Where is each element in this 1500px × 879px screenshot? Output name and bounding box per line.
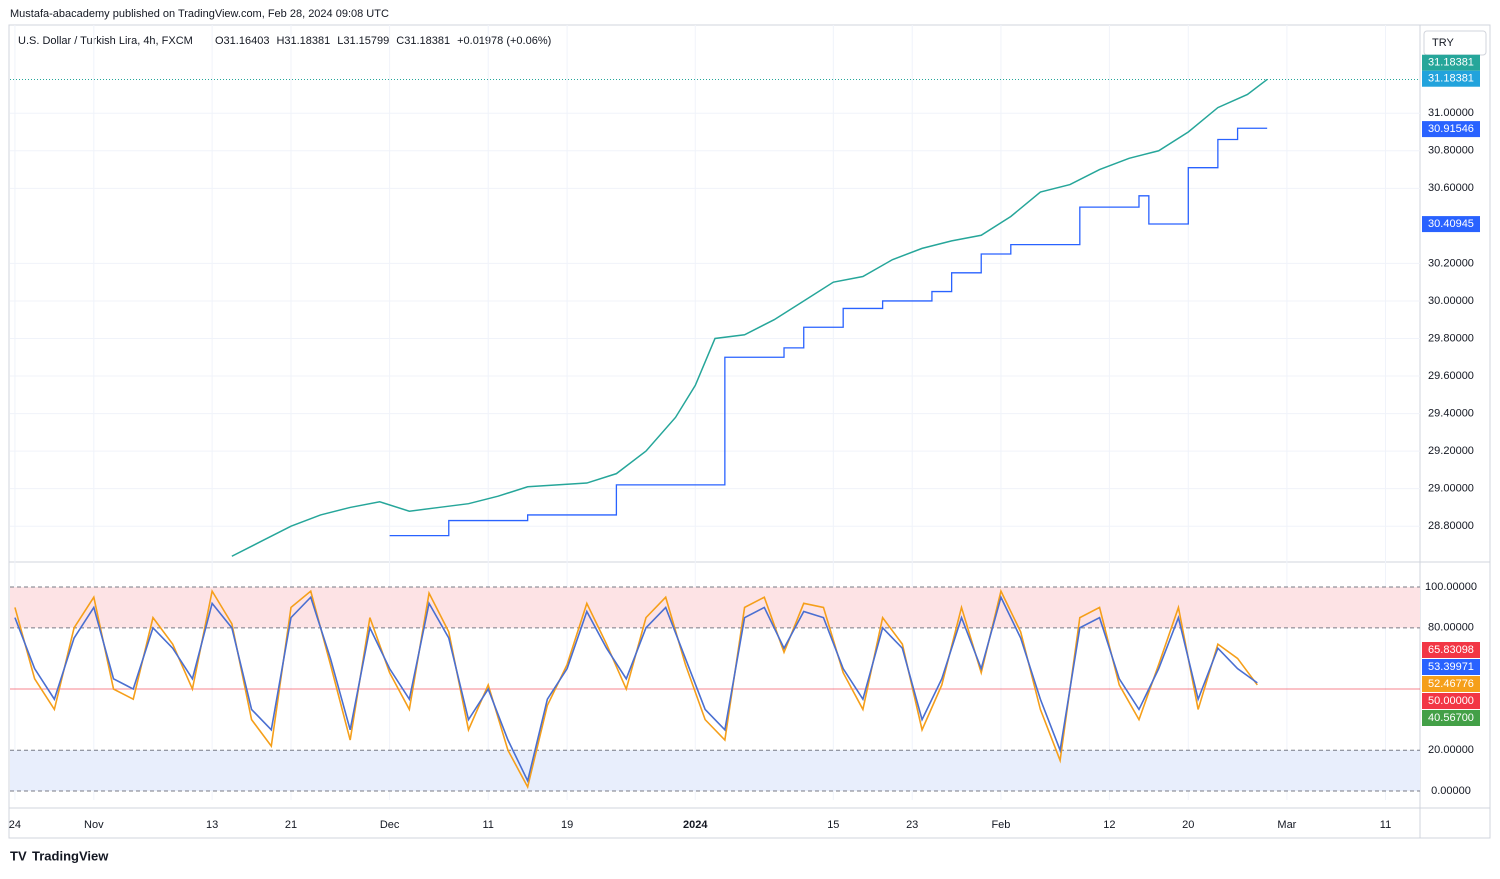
frame	[8, 24, 1491, 839]
y-tick-label: 29.60000	[1428, 370, 1474, 382]
x-tick-label: Mar	[1277, 819, 1296, 831]
x-tick-label: Nov	[84, 819, 104, 831]
y-tick-label: 30.00000	[1428, 295, 1474, 307]
publisher: Mustafa-abacademy published on TradingVi…	[10, 8, 389, 20]
overbought-zone	[10, 587, 1420, 628]
x-tick-label: Dec	[380, 819, 400, 831]
ohlc-value: O31.16403	[215, 35, 269, 47]
ohlc-value: +0.01978 (+0.06%)	[457, 35, 551, 47]
price-badge	[1422, 676, 1480, 692]
y-tick-label: 0.00000	[1431, 785, 1471, 797]
price-badge-label: 52.46776	[1428, 678, 1474, 690]
price-badge	[1422, 710, 1480, 726]
y-tick-label: 100.00000	[1425, 581, 1477, 593]
x-tick-label: 11	[483, 819, 494, 831]
price-badge	[1422, 70, 1480, 87]
price-badge-label: 30.40945	[1428, 218, 1474, 230]
currency[interactable]: TRY	[1432, 37, 1454, 49]
stop-line	[389, 127, 1268, 537]
price-badge-label: 30.91546	[1428, 123, 1474, 135]
x-tick-label: 15	[827, 819, 839, 831]
symbol: U.S. Dollar / Turkish Lira, 4h, FXCM	[18, 35, 193, 47]
y-tick-label: 28.80000	[1428, 520, 1474, 532]
price-badge	[1422, 642, 1480, 658]
y-tick-label: 20.00000	[1428, 744, 1474, 756]
x-tick-label: 13	[206, 819, 218, 831]
ohlc-value: H31.18381	[276, 35, 330, 47]
price-badge-label: 50.00000	[1428, 695, 1474, 707]
oversold-zone	[10, 750, 1420, 792]
x-tick-label: 23	[906, 819, 918, 831]
price-line	[231, 78, 1268, 557]
x-tick-label: 19	[561, 819, 573, 831]
y-tick-label: 31.00000	[1428, 107, 1474, 119]
x-tick-label: 11	[1380, 819, 1391, 831]
x-tick-label: 24	[9, 819, 21, 831]
price-badge	[1422, 54, 1480, 71]
y-tick-label: 29.80000	[1428, 332, 1474, 344]
ohlc-value: L31.15799	[337, 35, 389, 47]
price-badge	[1422, 693, 1480, 709]
y-tick-label: 30.80000	[1428, 145, 1474, 157]
price-badge-label: 40.56700	[1428, 712, 1474, 724]
x-tick-label: 20	[1182, 819, 1194, 831]
y-tick-label: 29.40000	[1428, 407, 1474, 419]
price-badge	[1422, 659, 1480, 675]
y-tick-label: 30.60000	[1428, 182, 1474, 194]
x-tick-label: Feb	[991, 819, 1010, 831]
oscillator-line	[14, 594, 1258, 784]
price-badge-label: 31.18381	[1428, 57, 1474, 69]
y-tick-label: 29.00000	[1428, 483, 1474, 495]
x-tick-label: 12	[1103, 819, 1115, 831]
ohlc-value: C31.18381	[396, 35, 450, 47]
price-badge-label: 31.18381	[1428, 73, 1474, 85]
y-tick-label: 80.00000	[1428, 622, 1474, 634]
x-tick-label: 21	[285, 819, 297, 831]
y-tick-label: 30.20000	[1428, 257, 1474, 269]
price-badge	[1422, 121, 1480, 138]
y-tick-label: 29.20000	[1428, 445, 1474, 457]
footer-icon: TV	[10, 848, 27, 863]
footer-logo: TradingView	[32, 848, 109, 863]
price-badge-label: 53.39971	[1428, 661, 1474, 673]
x-tick-label: 2024	[683, 819, 708, 831]
price-badge-label: 65.83098	[1428, 644, 1474, 656]
price-badge	[1422, 216, 1480, 233]
